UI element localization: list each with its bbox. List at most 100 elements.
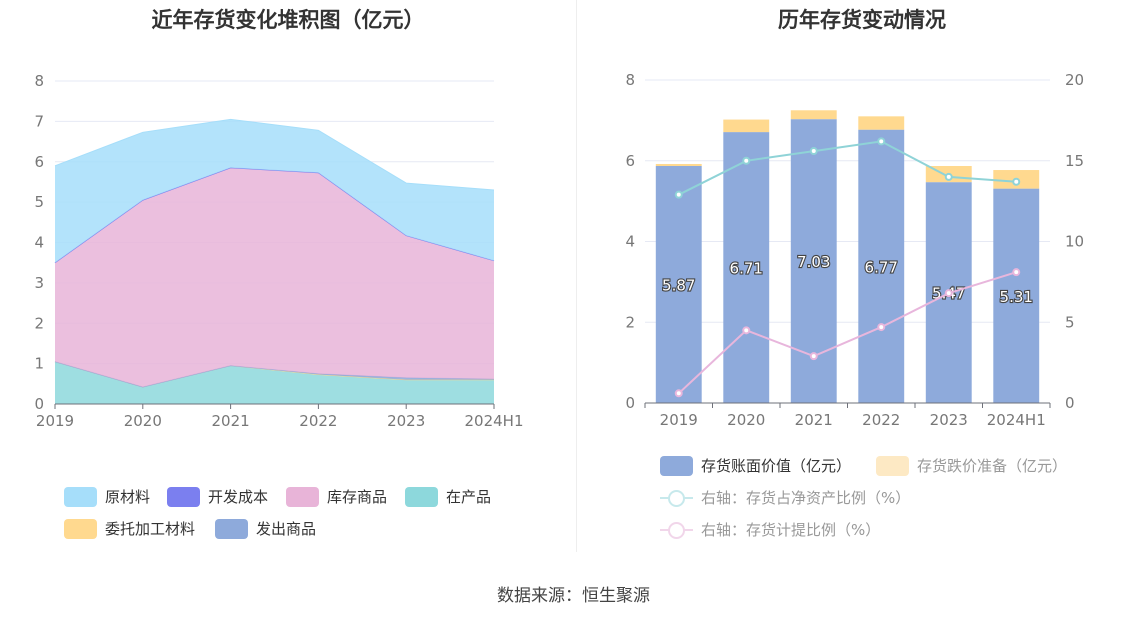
area-series: [55, 361, 494, 404]
legend-label: 在产品: [446, 488, 492, 506]
line-point: [742, 326, 751, 335]
x-tick-label: 2020: [124, 412, 162, 430]
y-tick-label: 5: [34, 193, 44, 211]
bar-value-label: 5.87: [662, 276, 695, 294]
y-tick-label: 2: [34, 314, 44, 332]
legend-item-work-in-progress[interactable]: 在产品: [405, 486, 491, 507]
y-left-tick-label: 0: [625, 394, 635, 412]
legend-line-marker: [660, 488, 693, 508]
y-tick-label: 1: [34, 355, 44, 373]
legend-swatch: [405, 486, 438, 507]
area-series-line: [54, 118, 495, 191]
legend-swatch: [215, 518, 248, 539]
bar-impairment-reserve: [790, 110, 837, 120]
legend-swatch: [167, 486, 200, 507]
line-point: [742, 156, 751, 165]
legend-label: 右轴：存货计提比例（%）: [701, 521, 881, 539]
bar-value-label: 7.03: [797, 253, 830, 271]
legend-line-marker: [660, 520, 693, 540]
line-point: [877, 323, 886, 332]
legend-item-finished-goods[interactable]: 库存商品: [286, 486, 387, 507]
right-chart-title: 历年存货变动情况: [778, 8, 946, 32]
y-right-tick-label: 5: [1065, 313, 1075, 331]
y-left-tick-label: 2: [625, 313, 635, 331]
legend-swatch: [286, 486, 319, 507]
left-chart-title: 近年存货变化堆积图（亿元）: [151, 8, 425, 32]
bar-book-value: [858, 129, 905, 403]
legend-label: 右轴：存货占净资产比例（%）: [701, 489, 911, 507]
y-tick-label: 6: [34, 153, 44, 171]
legend-label: 开发成本: [208, 488, 269, 506]
y-tick-label: 0: [34, 395, 44, 413]
legend-item-outsourced-materials[interactable]: 委托加工材料: [64, 518, 195, 539]
right-chart-panel: 历年存货变动情况 0 2 4 6 8 0 5 10 15 20 5.87 6.71 7.03 6.77 5.…: [577, 0, 1147, 552]
legend-item-development-cost[interactable]: 开发成本: [167, 486, 268, 507]
y-tick-label: 4: [34, 234, 44, 252]
line-point: [1012, 268, 1021, 277]
line-net-asset-ratio: [678, 140, 1017, 196]
legend-label: 委托加工材料: [105, 520, 196, 538]
y-tick-label: 8: [34, 72, 44, 90]
stacked-area-chart: 0 1 2 3 4 5 6 7 8 2019 2020 2021 2022 2023 2024H1: [34, 72, 524, 430]
y-right-tick-label: 0: [1065, 394, 1075, 412]
legend-item-net-asset-ratio[interactable]: 右轴：存货占净资产比例（%）: [660, 487, 910, 508]
legend-label: 发出商品: [256, 520, 317, 538]
x-tick-label: 2022: [862, 411, 900, 429]
area-series: [55, 167, 494, 387]
x-tick-label: 2021: [212, 412, 250, 430]
line-provision-ratio: [678, 271, 1017, 395]
line-point: [809, 352, 818, 361]
legend-item-book-value[interactable]: 存货账面价值（亿元）: [660, 455, 851, 476]
area-series: [55, 119, 494, 263]
legend-swatch: [64, 486, 97, 507]
bar-book-value: [655, 165, 702, 403]
legend-label: 存货账面价值（亿元）: [701, 457, 852, 475]
x-tick-label: 2019: [36, 412, 74, 430]
left-chart-panel: 近年存货变化堆积图（亿元） 0 1 2 3 4 5 6 7 8 2019 2020 2021 2022 2…: [0, 0, 576, 552]
legend-swatch: [64, 518, 97, 539]
y-right-tick-label: 10: [1065, 233, 1084, 251]
line-point: [944, 172, 953, 181]
legend-swatch: [660, 455, 693, 476]
line-point: [809, 147, 818, 156]
legend-item-raw-materials[interactable]: 原材料: [64, 486, 150, 507]
x-tick-label: 2021: [795, 411, 833, 429]
x-tick-label: 2020: [727, 411, 765, 429]
y-tick-label: 3: [34, 274, 44, 292]
bar-impairment-reserve: [723, 119, 770, 133]
legend-label: 库存商品: [327, 488, 388, 506]
bar-impairment-reserve: [858, 116, 905, 130]
legend-swatch: [876, 455, 909, 476]
line-point: [944, 289, 953, 298]
bar-line-combo-chart: 02468051015205.876.717.036.775.475.31201…: [625, 71, 1084, 429]
y-left-tick-label: 4: [625, 233, 635, 251]
line-point: [674, 190, 683, 199]
line-point: [1012, 177, 1021, 186]
x-tick-label: 2023: [387, 412, 425, 430]
x-tick-label: 2024H1: [987, 411, 1046, 429]
bar-value-label: 6.71: [730, 260, 763, 278]
legend-label: 原材料: [105, 488, 151, 506]
y-right-tick-label: 20: [1065, 71, 1084, 89]
bar-impairment-reserve: [655, 163, 702, 166]
y-left-tick-label: 6: [625, 152, 635, 170]
data-source-note: 数据来源：恒生聚源: [497, 586, 650, 606]
bar-value-label: 6.77: [865, 258, 898, 276]
y-left-tick-label: 8: [625, 71, 635, 89]
y-tick-label: 7: [34, 112, 44, 130]
x-tick-label: 2019: [660, 411, 698, 429]
bar-book-value: [993, 188, 1040, 403]
y-right-tick-label: 15: [1065, 152, 1084, 170]
bar-value-label: 5.31: [1000, 288, 1033, 306]
x-tick-label: 2023: [930, 411, 968, 429]
x-tick-label: 2024H1: [465, 412, 524, 430]
legend-item-goods-shipped[interactable]: 发出商品: [215, 518, 316, 539]
bar-book-value: [723, 132, 770, 404]
legend-item-impairment-reserve[interactable]: 存货跌价准备（亿元）: [876, 455, 1067, 476]
x-tick-label: 2022: [299, 412, 337, 430]
line-point: [674, 389, 683, 398]
legend-item-provision-ratio[interactable]: 右轴：存货计提比例（%）: [660, 519, 880, 540]
panel-divider: [576, 0, 577, 552]
line-point: [877, 137, 886, 146]
legend-label: 存货跌价准备（亿元）: [917, 457, 1068, 475]
